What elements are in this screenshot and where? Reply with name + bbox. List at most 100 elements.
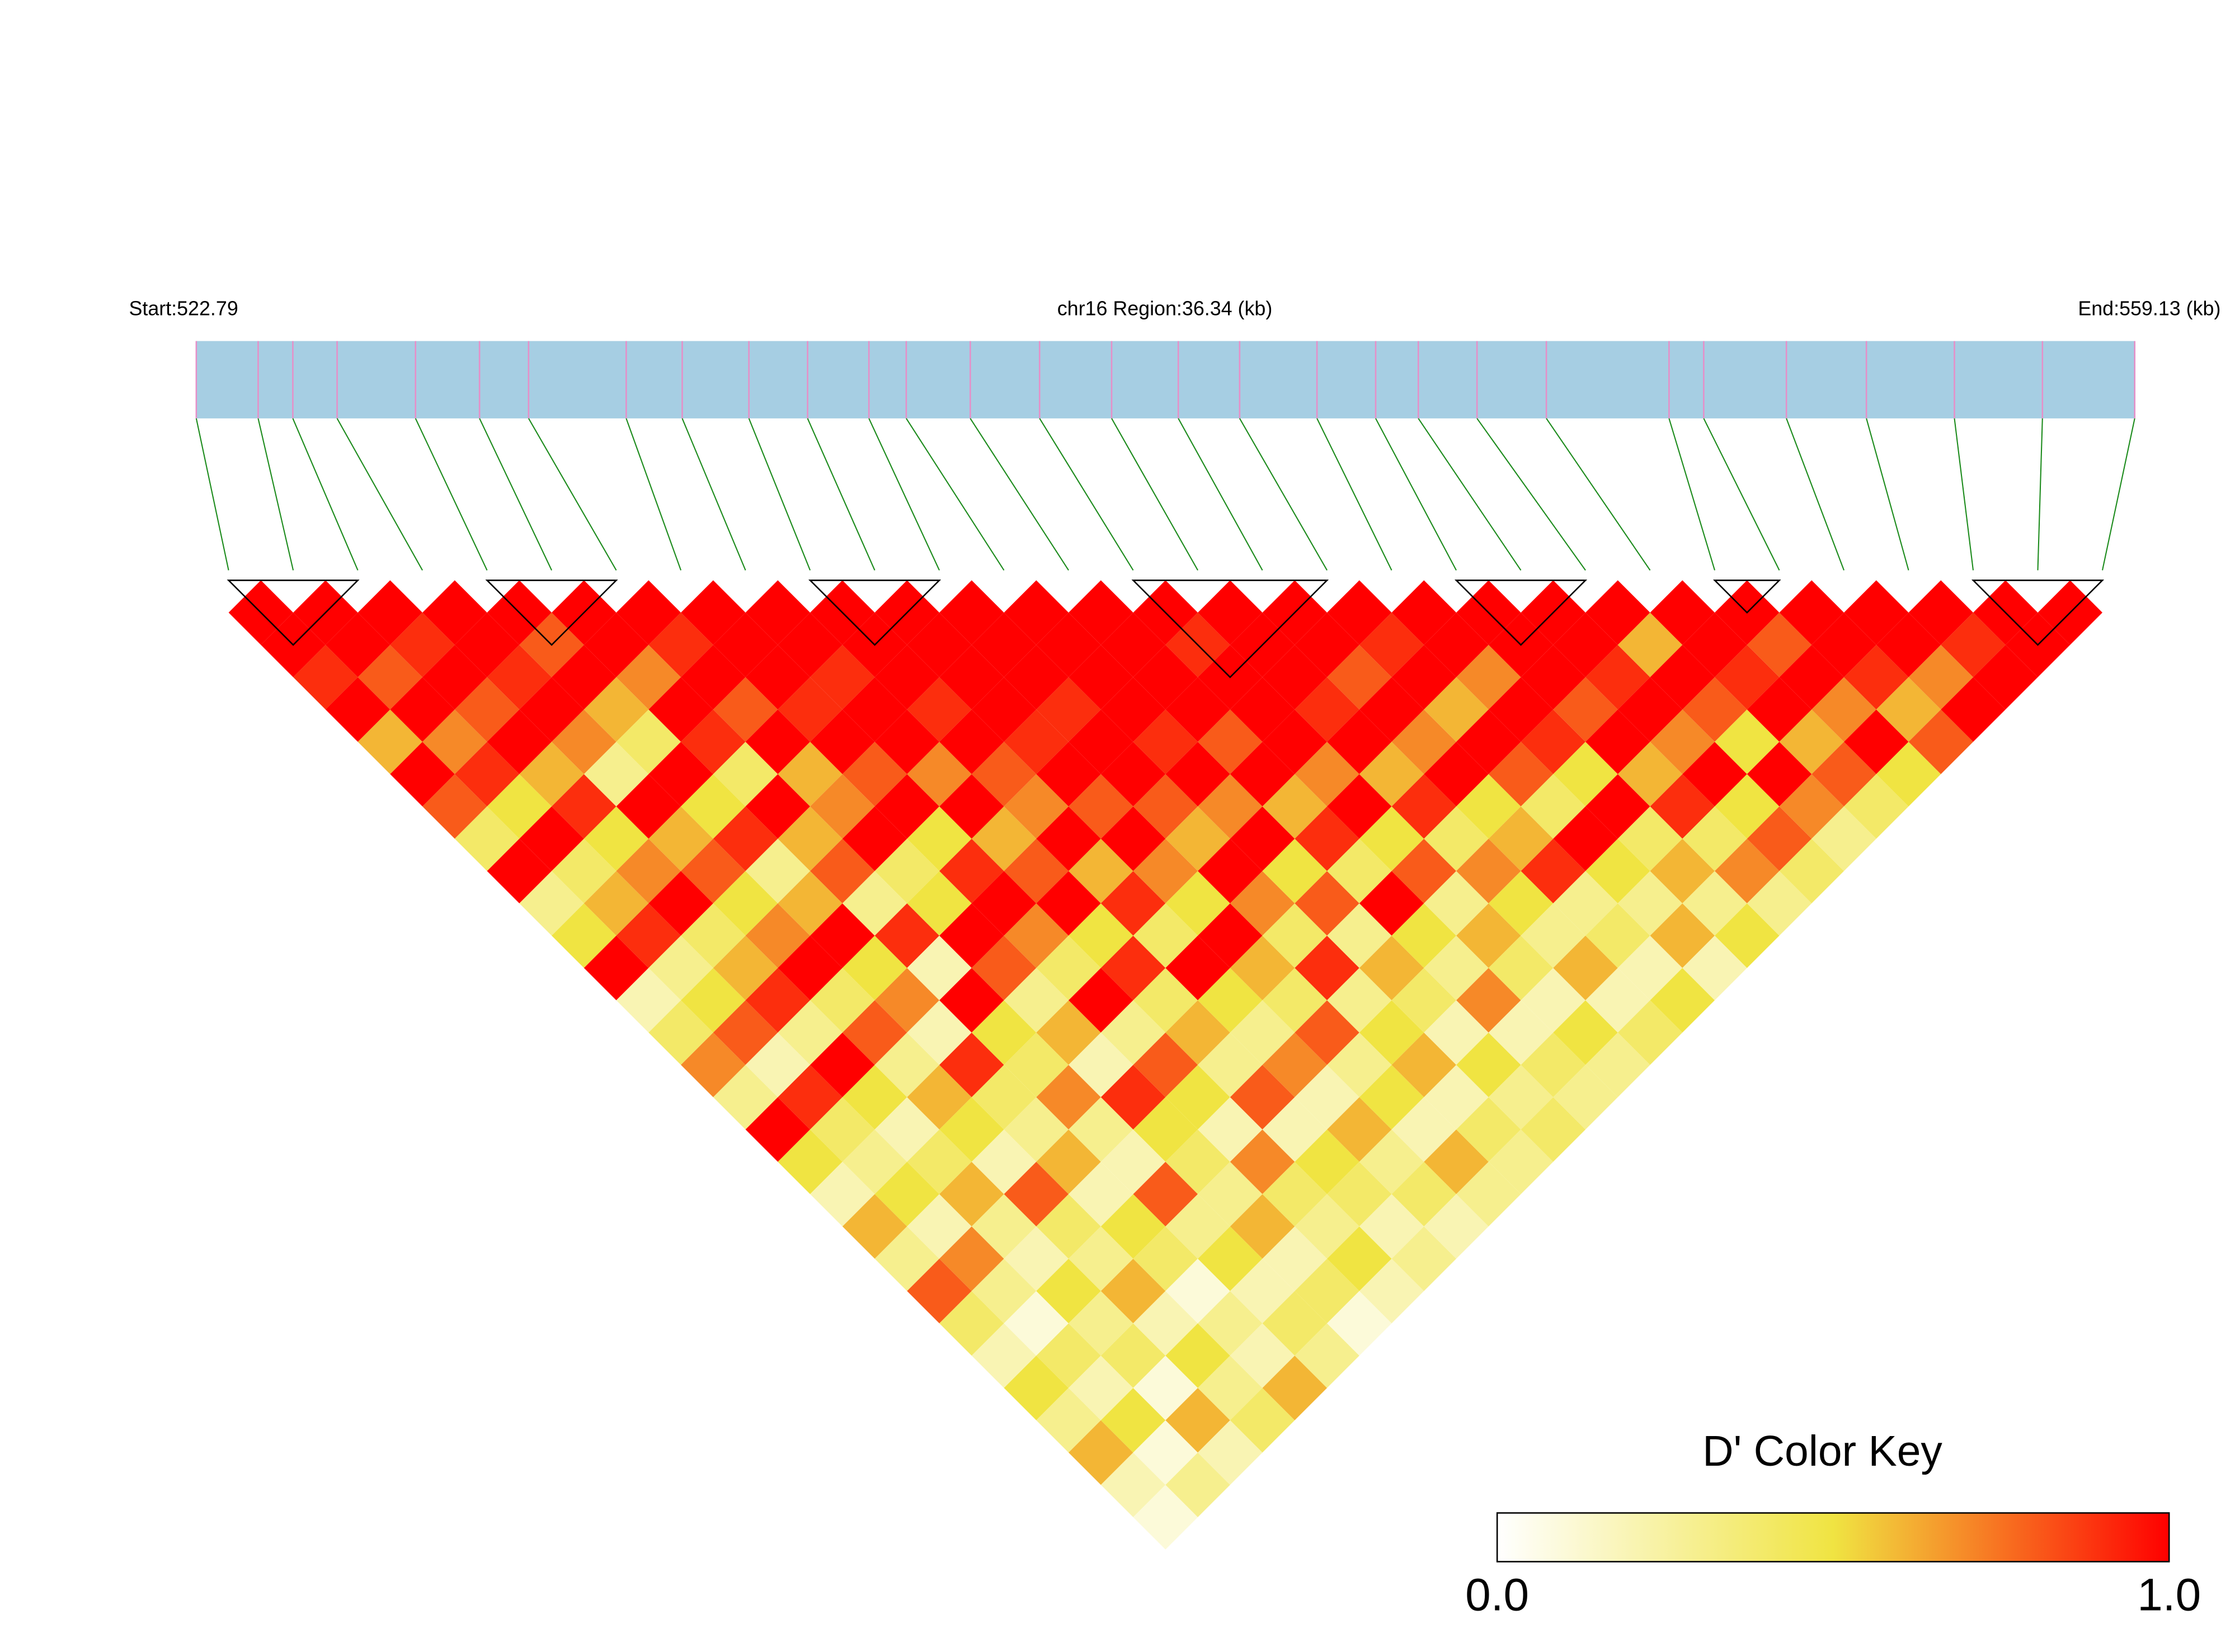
ld-cell (1391, 1097, 1457, 1162)
ld-cell (810, 644, 875, 710)
ld-cell (1650, 903, 1715, 968)
ld-cell (552, 709, 617, 774)
ld-cell (1295, 1000, 1359, 1065)
ld-cell (616, 644, 681, 710)
ld-cell (1359, 806, 1424, 872)
ld-cell (1230, 1259, 1295, 1324)
ld-cell (842, 1000, 907, 1065)
ld-cell (1036, 871, 1101, 936)
ld-cell (1391, 839, 1457, 903)
ld-cell (1650, 774, 1715, 839)
ld-cell (1488, 1065, 1554, 1130)
key-tick-label: 1.0 (2137, 1570, 2201, 1621)
snp-connector (336, 418, 423, 571)
haplotype-block (485, 580, 618, 646)
ld-cell (810, 903, 875, 968)
ld-cell (1198, 580, 1263, 645)
ld-cell (681, 580, 746, 645)
ld-cell (1004, 580, 1069, 645)
haplotype-block (808, 580, 942, 646)
haplotype-block (1971, 580, 2105, 646)
ld-cell (971, 806, 1037, 872)
ld-cell (1844, 774, 1909, 839)
ld-cell (1133, 709, 1198, 774)
ld-cell (1617, 742, 1683, 807)
ld-cell (1617, 677, 1683, 742)
ld-cell (907, 742, 972, 807)
ld-cell (842, 871, 907, 936)
ld-cell (713, 613, 778, 677)
ld-cell (1004, 903, 1069, 968)
ld-cell (842, 677, 907, 742)
ld-cell (842, 1065, 907, 1130)
ld-cell (1553, 1065, 1618, 1130)
ld-cell (1036, 1000, 1101, 1065)
ld-cell (1295, 1129, 1359, 1194)
snp-connector (2037, 418, 2043, 571)
ld-cell (1359, 1259, 1424, 1324)
ld-cell (1359, 871, 1424, 936)
ld-cell (1004, 1291, 1069, 1356)
ld-cell (1295, 1065, 1359, 1130)
ld-cell (1359, 1129, 1424, 1194)
ld-cell (487, 644, 552, 710)
snp-connector (681, 418, 746, 571)
ld-cell (681, 839, 746, 903)
snp-connector (415, 418, 488, 571)
ld-cell (1295, 1323, 1359, 1389)
ld-cell (745, 644, 811, 710)
ld-cell (842, 742, 907, 807)
ld-cell (390, 613, 455, 677)
snp-connector (1866, 418, 1909, 571)
ld-cell (1650, 580, 1715, 645)
ld-cell (874, 709, 940, 774)
ld-cell (874, 644, 940, 710)
end-label: End:559.13 (kb) (2078, 298, 2220, 320)
ld-cell (616, 903, 681, 968)
snp-connector (528, 418, 617, 571)
ld-cell (1198, 1032, 1263, 1098)
haplotype-block (1131, 580, 1329, 679)
ld-cell (1295, 806, 1359, 872)
ld-cell (1198, 903, 1263, 968)
ld-cell (1650, 839, 1715, 903)
ld-cell (713, 677, 778, 742)
ld-cell (1230, 1000, 1295, 1065)
ld-cell (1779, 709, 1845, 774)
ld-cell (1069, 1097, 1133, 1162)
ld-cell (1004, 1226, 1069, 1291)
ld-cell (1617, 613, 1683, 677)
snp-connector (292, 418, 359, 571)
ld-cell (584, 935, 649, 1001)
ld-cell (745, 1032, 811, 1098)
ld-cell (616, 709, 681, 774)
ld-cell (1198, 968, 1263, 1033)
snp-connector (1316, 418, 1392, 571)
ld-cell (1230, 806, 1295, 872)
snp-connector (748, 418, 811, 571)
ld-cell (1844, 644, 1909, 710)
ld-cell (713, 1065, 778, 1130)
ld-cell (1844, 580, 1909, 645)
snp-connector (1703, 418, 1780, 571)
ld-cell (584, 613, 649, 677)
ld-cell (1198, 1226, 1263, 1291)
snp-connector (1418, 418, 1522, 571)
ld-cell (1488, 742, 1554, 807)
ld-cell (1488, 935, 1554, 1001)
ld-cell (390, 742, 455, 807)
ld-cell (681, 968, 746, 1033)
ld-cell (1165, 1388, 1230, 1453)
ld-cell (1230, 935, 1295, 1001)
ld-cell (1230, 1129, 1295, 1194)
ld-cell (1004, 644, 1069, 710)
ld-cell (971, 1129, 1037, 1194)
ld-cell (1036, 806, 1101, 872)
ld-cell (971, 1065, 1037, 1130)
ld-cell (1133, 1291, 1198, 1356)
ld-cell (325, 677, 390, 742)
ld-cell (745, 1097, 811, 1162)
ld-cell (810, 774, 875, 839)
